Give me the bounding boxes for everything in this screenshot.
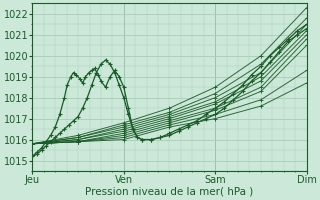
X-axis label: Pression niveau de la mer( hPa ): Pression niveau de la mer( hPa )	[85, 187, 254, 197]
